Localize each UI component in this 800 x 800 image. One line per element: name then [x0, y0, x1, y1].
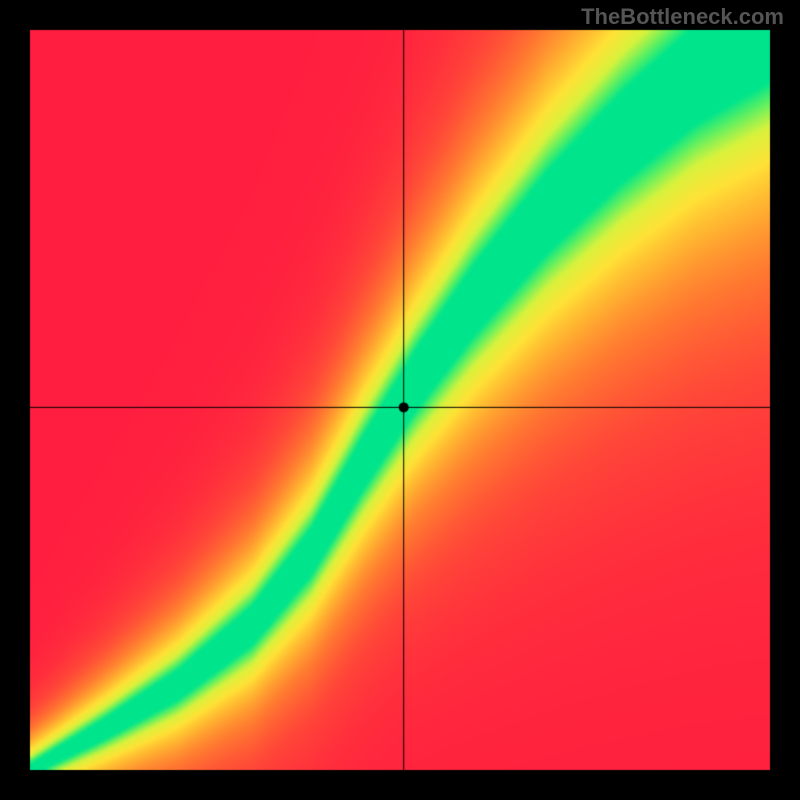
heatmap-canvas — [0, 0, 800, 800]
watermark-text: TheBottleneck.com — [581, 4, 784, 30]
chart-container: TheBottleneck.com — [0, 0, 800, 800]
